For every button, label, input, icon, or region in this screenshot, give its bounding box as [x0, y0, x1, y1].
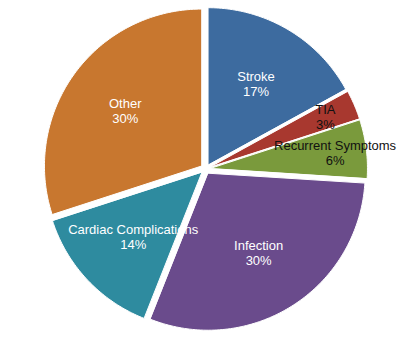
svg-text:Stroke17%: Stroke17% [237, 69, 275, 99]
svg-text:Recurrent Symptoms6%: Recurrent Symptoms6% [274, 138, 397, 168]
svg-text:TIA3%: TIA3% [315, 102, 336, 132]
svg-text:Cardiac Complications14%: Cardiac Complications14% [68, 222, 199, 252]
svg-text:Other30%: Other30% [109, 96, 142, 126]
svg-text:Infection30%: Infection30% [234, 238, 283, 268]
